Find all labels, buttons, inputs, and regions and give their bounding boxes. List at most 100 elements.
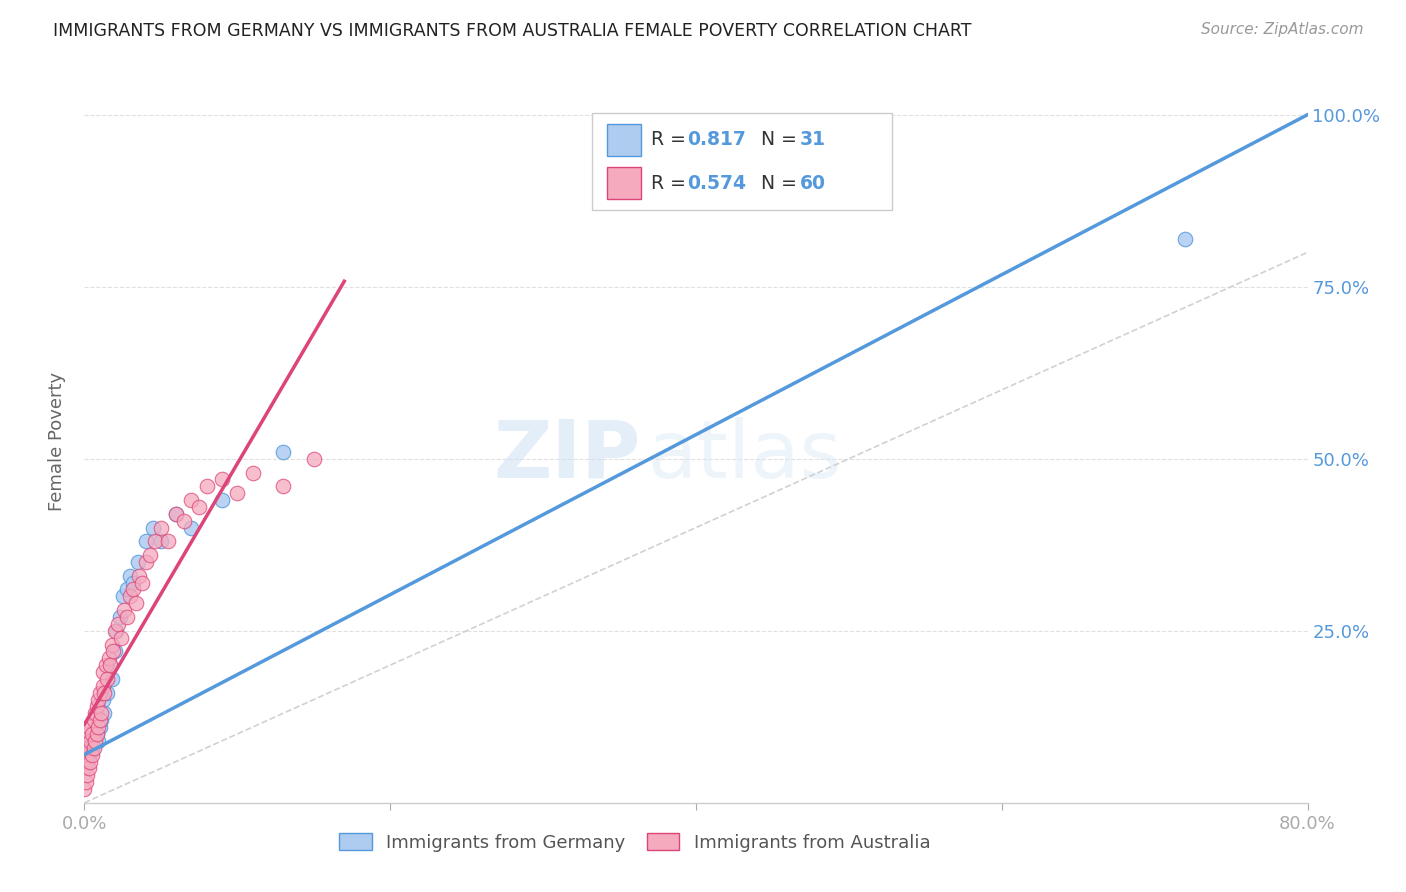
Point [211,493,233,508]
Point [139,548,162,562]
Point [98,658,121,673]
Point [135,534,157,549]
Point [80,727,103,741]
Point [96,686,118,700]
Point [96,672,118,686]
Point [75,755,97,769]
Point [87,720,110,734]
Point [86,727,108,741]
Point [128,568,150,582]
Point [125,596,148,610]
Point [143,534,166,549]
Point [76,747,98,762]
Text: 0.817: 0.817 [688,130,747,149]
Point [226,486,249,500]
Point [111,590,134,604]
Point [91,692,114,706]
Point [77,740,100,755]
Point [195,479,218,493]
Point [104,644,127,658]
Text: ZIP: ZIP [494,417,641,495]
Point [180,493,202,508]
Text: 60: 60 [800,174,825,193]
Point [127,555,149,569]
Point [105,624,128,638]
Text: 0.574: 0.574 [688,174,747,193]
Point [101,672,124,686]
Point [165,507,187,521]
Point [90,713,112,727]
Point [103,644,125,658]
Point [101,638,124,652]
Point [149,534,172,549]
Point [115,582,138,597]
Point [115,610,138,624]
Text: R =: R = [651,174,692,193]
Point [131,575,153,590]
Point [180,520,202,534]
Point [91,679,114,693]
Text: Source: ZipAtlas.com: Source: ZipAtlas.com [1201,22,1364,37]
Point [79,755,101,769]
Point [89,720,111,734]
Point [76,727,98,741]
Text: R =: R = [651,130,692,149]
Point [80,744,103,758]
Point [77,720,100,734]
Point [86,699,108,714]
Text: N =: N = [761,130,803,149]
Point [91,665,114,679]
Point [73,761,96,775]
Point [77,761,100,775]
Point [302,451,325,466]
Point [75,740,97,755]
Point [188,500,211,514]
Point [89,713,111,727]
Point [142,520,165,534]
Point [87,692,110,706]
Point [107,616,129,631]
Point [93,686,115,700]
Point [1174,231,1197,245]
Point [149,520,172,534]
Point [84,731,107,745]
FancyBboxPatch shape [606,124,641,156]
Point [79,734,101,748]
Point [108,610,131,624]
Point [83,740,105,755]
Point [90,706,112,721]
Point [87,734,110,748]
Point [89,686,111,700]
Point [84,706,107,721]
Point [271,445,294,459]
FancyBboxPatch shape [606,167,641,200]
Point [122,582,145,597]
Point [76,755,98,769]
Text: IMMIGRANTS FROM GERMANY VS IMMIGRANTS FROM AUSTRALIA FEMALE POVERTY CORRELATION : IMMIGRANTS FROM GERMANY VS IMMIGRANTS FR… [53,22,972,40]
Text: N =: N = [761,174,803,193]
Text: 31: 31 [800,130,825,149]
Point [94,658,117,673]
Point [79,740,101,755]
Point [165,507,187,521]
Point [120,568,142,582]
Point [75,775,97,789]
Point [110,631,132,645]
Legend: Immigrants from Germany, Immigrants from Australia: Immigrants from Germany, Immigrants from… [332,826,938,859]
Point [83,737,105,751]
Point [242,466,264,480]
Point [104,624,127,638]
Point [73,782,96,797]
Point [135,555,157,569]
Point [98,658,121,673]
Point [211,472,233,486]
Point [97,651,120,665]
Point [120,590,142,604]
Y-axis label: Female Poverty: Female Poverty [48,372,66,511]
Point [76,768,98,782]
Point [112,603,135,617]
Point [77,747,100,762]
Point [173,514,195,528]
Point [80,747,103,762]
Point [83,713,105,727]
